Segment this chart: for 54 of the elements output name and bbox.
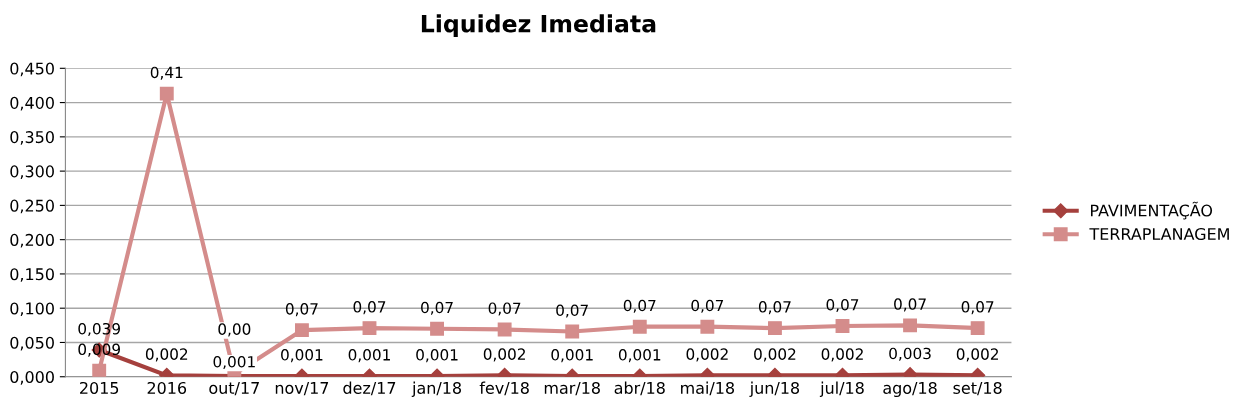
x-tick-label: set/18 bbox=[953, 381, 1002, 396]
data-label: 0,07 bbox=[691, 299, 724, 313]
y-tick-label: 0,000 bbox=[10, 370, 54, 385]
y-tick-label: 0,050 bbox=[10, 336, 54, 351]
data-label: 0,001 bbox=[213, 355, 255, 370]
y-tick-label: 0,300 bbox=[10, 165, 54, 180]
x-tick-label: mai/18 bbox=[681, 381, 735, 396]
data-label: 0,039 bbox=[78, 322, 120, 337]
y-tick-label: 0,250 bbox=[10, 199, 54, 214]
data-label: 0,001 bbox=[551, 349, 593, 363]
data-label: 0,07 bbox=[285, 303, 318, 317]
x-tick-label: jan/18 bbox=[411, 381, 461, 398]
x-tick-label: 2016 bbox=[147, 381, 187, 394]
data-label: 0,07 bbox=[353, 301, 386, 315]
x-tick-label: jul/18 bbox=[819, 381, 864, 398]
y-tick-label: 0,200 bbox=[10, 233, 54, 248]
data-label: 0,002 bbox=[483, 348, 525, 362]
data-label: 0,07 bbox=[488, 302, 521, 316]
y-tick-label: 0,150 bbox=[10, 268, 54, 282]
data-label: 0,002 bbox=[145, 348, 188, 362]
data-label: 0,001 bbox=[348, 349, 390, 363]
data-label: 0,07 bbox=[556, 304, 588, 318]
x-tick-label: out/17 bbox=[209, 382, 259, 396]
y-tick-label: 0,400 bbox=[10, 96, 54, 111]
chart-title: Liquidez Imediata bbox=[421, 14, 656, 38]
data-label: 0,001 bbox=[281, 349, 323, 363]
data-label: 0,00 bbox=[218, 323, 251, 337]
data-label: 0,07 bbox=[421, 301, 453, 315]
y-tick-label: 0,100 bbox=[10, 302, 54, 317]
data-label: 0,003 bbox=[889, 347, 931, 361]
x-tick-label: dez/17 bbox=[343, 381, 396, 396]
x-tick-label: ago/18 bbox=[883, 381, 937, 398]
legend-label: PAVIMENTAÇÃO bbox=[1091, 201, 1213, 220]
data-label: 0,002 bbox=[821, 348, 863, 362]
y-tick-label: 0,350 bbox=[10, 131, 54, 145]
x-tick-label: mar/18 bbox=[544, 381, 600, 396]
data-label: 0,002 bbox=[686, 348, 728, 362]
data-label: 0,07 bbox=[623, 299, 656, 313]
x-tick-label: nov/17 bbox=[275, 382, 329, 396]
data-label: 0,41 bbox=[150, 66, 183, 80]
x-tick-label: 2015 bbox=[80, 381, 119, 394]
data-label: 0,002 bbox=[956, 348, 998, 362]
data-label: 0,002 bbox=[754, 348, 796, 362]
data-label: 0,001 bbox=[416, 349, 458, 363]
x-tick-label: abr/18 bbox=[614, 381, 665, 396]
data-label: 0,001 bbox=[618, 349, 661, 363]
data-label: 0,07 bbox=[894, 298, 926, 312]
x-tick-label: jun/18 bbox=[749, 381, 800, 398]
data-label: 0,07 bbox=[961, 301, 994, 315]
x-tick-label: fev/18 bbox=[479, 381, 529, 396]
y-tick-label: 0,450 bbox=[10, 62, 54, 77]
legend-label: TERRAPLANAGEM bbox=[1089, 227, 1229, 241]
data-label: 0,07 bbox=[758, 301, 791, 315]
data-label: 0,07 bbox=[826, 299, 859, 313]
